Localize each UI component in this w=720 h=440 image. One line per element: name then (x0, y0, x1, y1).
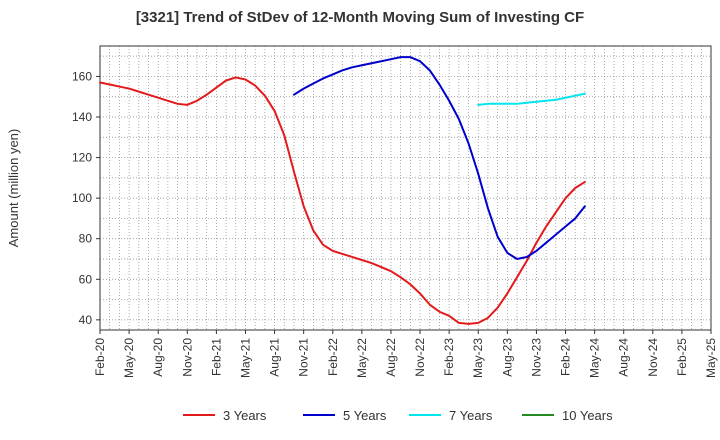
legend-label: 3 Years (223, 408, 267, 423)
x-tick-label: Feb-22 (326, 338, 340, 376)
x-tick-label: May-25 (704, 338, 718, 378)
y-tick-label: 140 (72, 110, 92, 124)
x-tick-label: Aug-24 (617, 338, 631, 377)
x-tick-label: Aug-21 (268, 338, 282, 377)
grid (100, 46, 711, 330)
x-tick-label: Feb-23 (442, 338, 456, 376)
x-tick-label: Aug-22 (384, 338, 398, 377)
x-tick-label: Nov-24 (646, 338, 660, 377)
series-line-7-years (477, 92, 586, 106)
y-tick-label: 120 (72, 151, 92, 165)
y-tick-label: 100 (72, 191, 92, 205)
y-axis-label: Amount (million yen) (6, 129, 21, 248)
x-tick-label: May-20 (122, 338, 136, 378)
x-tick-label: Nov-22 (413, 338, 427, 377)
x-tick-label: Aug-20 (151, 338, 165, 377)
x-tick-label: Feb-21 (209, 338, 223, 376)
x-tick-label: May-22 (355, 338, 369, 378)
x-tick-label: Aug-23 (500, 338, 514, 377)
y-tick-label: 80 (79, 232, 93, 246)
x-tick-label: Nov-23 (529, 338, 543, 377)
x-tick-label: May-23 (471, 338, 485, 378)
x-tick-label: Feb-25 (675, 338, 689, 376)
y-axis-ticks: 40 60 80 100 120 140 160 (72, 69, 100, 327)
y-tick-label: 60 (79, 272, 93, 286)
x-tick-label: Feb-20 (93, 338, 107, 376)
x-tick-label: Nov-21 (297, 338, 311, 377)
series-line-5-years (292, 56, 586, 260)
x-tick-label: May-21 (238, 338, 252, 378)
plot-frame (99, 45, 712, 331)
x-tick-label: Nov-20 (180, 338, 194, 377)
chart-title: [3321] Trend of StDev of 12-Month Moving… (136, 9, 584, 26)
y-tick-label: 40 (79, 313, 93, 327)
legend-label: 5 Years (343, 408, 387, 423)
x-axis-ticks: Feb-20 May-20 Aug-20 Nov-20 Feb-21 May-21 Aug-… (93, 330, 718, 378)
legend-label: 10 Years (562, 408, 613, 423)
series-line-3-years (99, 76, 586, 325)
y-tick-label: 160 (72, 69, 92, 83)
series-lines (99, 56, 586, 325)
legend: 3 Years 5 Years 7 Years 10 Years (183, 408, 613, 423)
x-tick-label: Feb-24 (559, 338, 573, 376)
legend-label: 7 Years (449, 408, 493, 423)
x-tick-label: May-24 (588, 338, 602, 378)
